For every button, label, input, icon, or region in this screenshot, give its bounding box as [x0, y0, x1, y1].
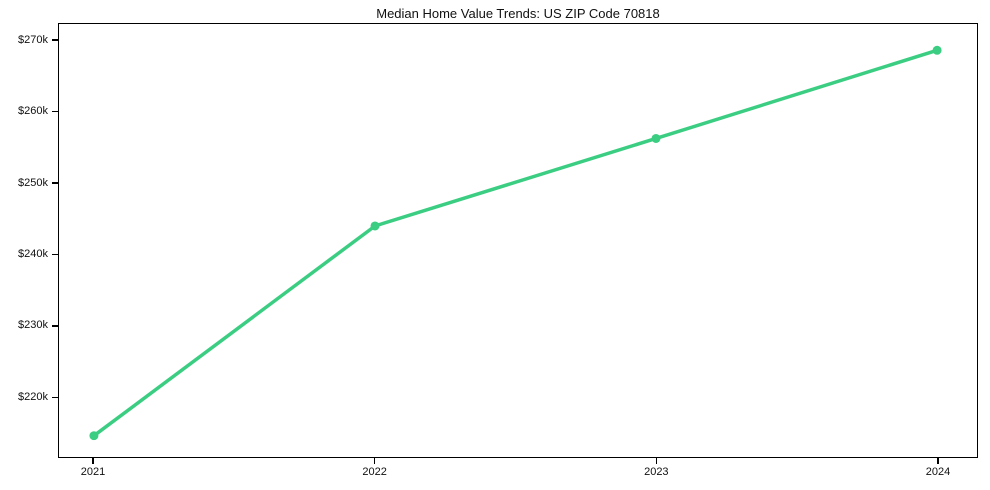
- series-line: [92, 48, 939, 438]
- y-tick-label: $230k: [18, 319, 48, 332]
- y-tick-mark: [52, 253, 58, 256]
- y-tick-mark: [52, 182, 58, 184]
- x-tick-mark: [92, 458, 94, 464]
- y-tick-label: $240k: [18, 247, 48, 260]
- y-tick-label: $270k: [18, 33, 48, 46]
- data-point-marker: [89, 431, 99, 441]
- x-tick-label: 2023: [644, 466, 669, 478]
- x-tick-mark: [937, 458, 939, 464]
- x-tick-mark: [373, 458, 376, 464]
- y-tick-mark: [52, 325, 58, 327]
- x-tick-label: 2024: [925, 466, 951, 478]
- y-tick-mark: [52, 396, 58, 398]
- x-tick-label: 2022: [362, 466, 387, 478]
- line-series-svg: [89, 45, 942, 441]
- data-point-marker: [932, 45, 942, 55]
- y-tick-mark: [52, 110, 58, 113]
- x-tick-mark: [655, 458, 658, 464]
- plot-area: [58, 23, 978, 458]
- data-point-marker: [370, 221, 380, 231]
- y-tick-label: $220k: [18, 390, 48, 403]
- data-point-marker: [651, 133, 661, 143]
- y-tick-label: $260k: [18, 105, 48, 118]
- chart-title: Median Home Value Trends: US ZIP Code 70…: [376, 6, 660, 21]
- x-tick-label: 2021: [80, 466, 106, 478]
- y-tick-mark: [52, 39, 58, 41]
- y-tick-label: $250k: [18, 176, 48, 189]
